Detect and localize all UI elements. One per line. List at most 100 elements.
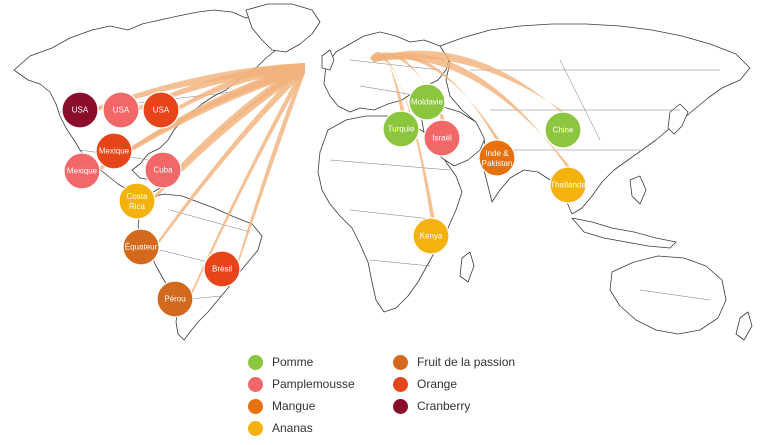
origin-label: USA (113, 106, 130, 115)
flow-thailande (370, 53, 572, 170)
new-zealand-landmass (735, 311, 753, 341)
origin-bubble (156, 280, 194, 318)
origin-label: Israël (432, 134, 452, 143)
origin-mexique-orange: Mexique (95, 132, 133, 170)
indonesia-islands (571, 217, 677, 249)
origin-label: USA (72, 106, 89, 115)
origin-label: Brésil (212, 265, 232, 274)
origin-usa-orange: USA (142, 91, 180, 129)
madagascar-landmass (459, 251, 475, 283)
origin-label: Costa Rica (127, 192, 148, 211)
legend-item-orange: Orange (393, 374, 457, 394)
legend-label-ananas: Ananas (272, 421, 313, 435)
origin-bubble (203, 250, 241, 288)
origin-bubble (412, 217, 450, 255)
philippines-islands (629, 175, 647, 205)
australia-landmass (609, 255, 727, 335)
origin-label: Kenya (420, 232, 443, 241)
legend-swatch-fruit-passion (393, 354, 408, 370)
origin-bubble (423, 119, 461, 157)
origin-label: Cuba (153, 166, 173, 175)
origin-inde-pakistan: Inde & Pakistan (478, 139, 516, 177)
origin-moldavie: Moldavie (408, 83, 446, 121)
legend-item-pomme: Pomme (248, 352, 313, 372)
origin-label: Turquie (388, 125, 415, 134)
legend-item-mangue: Mangue (248, 396, 315, 416)
origin-bubble (144, 151, 182, 189)
origin-chine: Chine (544, 111, 582, 149)
origin-bubble (61, 91, 99, 129)
flow-equateur (155, 63, 305, 249)
legend-label-cranberry: Cranberry (417, 399, 471, 413)
flow-costa-rica (151, 63, 305, 203)
legend-item-ananas: Ananas (248, 418, 313, 438)
origin-costa-rica: Costa Rica (118, 182, 156, 220)
legend-swatch-pamplemousse (248, 376, 263, 392)
legend-label-orange: Orange (417, 377, 458, 391)
origin-bresil: Brésil (203, 250, 241, 288)
flow-mexique-pamplemousse (96, 63, 305, 173)
origin-label: Chine (553, 126, 574, 135)
legend-item-pamplemousse: Pamplemousse (248, 374, 355, 394)
border-line (369, 259, 431, 267)
origin-cuba: Cuba (144, 151, 182, 189)
origin-bubble (408, 83, 446, 121)
legend-label-fruit-passion: Fruit de la passion (417, 355, 516, 369)
land-masses (13, 3, 753, 341)
origin-usa-cranberry: USA (61, 91, 99, 129)
trade-flows (94, 50, 572, 301)
origin-bubble (549, 166, 587, 204)
origin-bubbles: USA USA USA Mexique Mexique Cuba Costa Rica Équa… (61, 83, 587, 318)
border-line (349, 59, 441, 71)
legend-label-mangue: Mangue (272, 399, 316, 413)
origin-equateur: Équateur (122, 228, 160, 266)
legend-swatch-cranberry (393, 398, 408, 414)
origin-label: USA (153, 106, 170, 115)
origin-bubble (382, 110, 420, 148)
origin-mexique-pamplemousse: Mexique (63, 152, 101, 190)
flow-bresil (236, 63, 305, 271)
origin-usa-pamplemousse: USA (102, 91, 140, 129)
origin-perou: Pérou (156, 280, 194, 318)
japan-landmass (667, 103, 689, 135)
origin-turquie: Turquie (382, 110, 420, 148)
origin-kenya: Kenya (412, 217, 450, 255)
origin-bubble (118, 182, 156, 220)
origin-label: Moldavie (411, 98, 444, 107)
origin-label: Pérou (164, 295, 185, 304)
asia-landmass (439, 23, 751, 215)
origin-bubble (102, 91, 140, 129)
south-america-landmass (137, 193, 263, 341)
origin-thailande: Thaïlande (549, 166, 587, 204)
border-line (169, 209, 251, 233)
origin-bubble (63, 152, 101, 190)
legend-swatch-ananas (248, 420, 263, 436)
legend-swatch-pomme (248, 354, 263, 370)
origin-label: Mexique (99, 147, 130, 156)
legend-swatch-mangue (248, 398, 263, 414)
legend-item-fruit-passion: Fruit de la passion (393, 352, 515, 372)
origin-bubble (142, 91, 180, 129)
legend-swatch-orange (393, 376, 408, 392)
origin-label: Mexique (67, 167, 98, 176)
origin-bubble (95, 132, 133, 170)
flow-perou (189, 63, 305, 301)
uk-landmass (321, 49, 335, 71)
legend: Pomme Pamplemousse Mangue Ananas Fruit d… (248, 352, 548, 442)
origin-label: Thaïlande (550, 181, 586, 190)
legend-label-pamplemousse: Pamplemousse (272, 377, 355, 391)
border-line (329, 159, 451, 171)
legend-item-cranberry: Cranberry (393, 396, 470, 416)
border-line (349, 209, 441, 221)
origin-label: Équateur (125, 243, 158, 252)
flow-kenya (370, 54, 435, 221)
border-line (359, 85, 421, 97)
origin-bubble (544, 111, 582, 149)
border-line (639, 289, 711, 301)
legend-label-pomme: Pomme (272, 355, 314, 369)
origin-israel: Israël (423, 119, 461, 157)
border-line (559, 59, 601, 141)
origin-label: Inde & Pakistan (482, 149, 513, 168)
origin-bubble (122, 228, 160, 266)
